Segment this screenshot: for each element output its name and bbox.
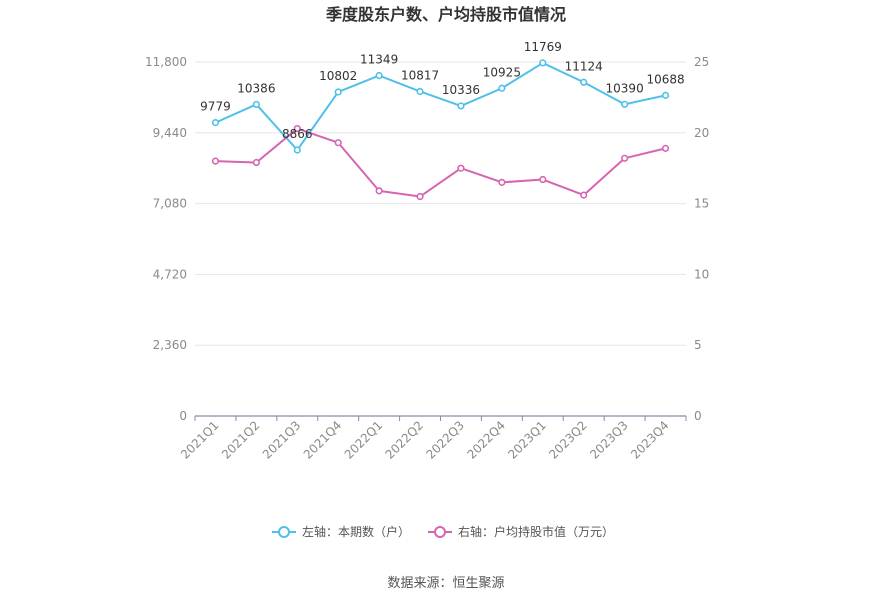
data-point[interactable] xyxy=(621,100,629,108)
x-tick-label: 2022Q1 xyxy=(342,418,386,462)
source-note: 数据来源：恒生聚源 xyxy=(387,576,504,591)
data-label: 11349 xyxy=(360,53,398,67)
legend-label: 右轴：户均持股市值（万元） xyxy=(458,524,614,539)
data-point[interactable] xyxy=(293,146,301,154)
left-tick-label: 11,800 xyxy=(145,55,187,69)
x-tick-label: 2022Q2 xyxy=(383,418,427,462)
x-tick-label: 2023Q2 xyxy=(546,418,590,462)
right-tick-label: 5 xyxy=(694,338,702,352)
x-tick-label: 2023Q3 xyxy=(587,418,631,462)
data-point[interactable] xyxy=(621,154,629,162)
x-tick-label: 2021Q1 xyxy=(178,418,222,462)
data-point[interactable] xyxy=(457,102,465,110)
right-tick-label: 0 xyxy=(694,409,702,423)
data-point[interactable] xyxy=(252,100,260,109)
data-point[interactable] xyxy=(334,139,342,147)
x-tick-label: 2022Q4 xyxy=(464,418,508,462)
data-point[interactable] xyxy=(416,87,424,96)
x-tick-label: 2022Q3 xyxy=(424,418,468,462)
x-tick-label: 2023Q4 xyxy=(628,418,672,462)
data-point[interactable] xyxy=(498,178,506,186)
series-line-left xyxy=(215,61,666,152)
x-tick-label: 2021Q3 xyxy=(260,418,304,462)
legend[interactable]: 左轴：本期数（户） 右轴：户均持股市值（万元） xyxy=(272,524,614,539)
right-tick-label: 15 xyxy=(694,197,709,211)
x-tick-label: 2023Q1 xyxy=(505,418,549,462)
data-label: 10336 xyxy=(442,83,480,97)
right-tick-label: 20 xyxy=(694,126,709,140)
data-point[interactable] xyxy=(580,78,588,86)
data-point[interactable] xyxy=(375,187,383,195)
right-tick-label: 25 xyxy=(694,55,709,69)
left-tick-label: 0 xyxy=(179,409,187,423)
data-label: 8866 xyxy=(282,127,313,141)
data-point[interactable] xyxy=(252,158,260,167)
left-tick-label: 2,360 xyxy=(153,338,187,352)
series-layer xyxy=(211,59,670,201)
left-tick-label: 9,440 xyxy=(153,126,187,140)
data-label: 10688 xyxy=(646,72,684,86)
legend-item[interactable]: 左轴：本期数（户） xyxy=(272,524,410,539)
data-point[interactable] xyxy=(334,88,342,96)
data-point[interactable] xyxy=(211,119,220,127)
legend-label: 左轴：本期数（户） xyxy=(302,524,410,539)
data-label: 11124 xyxy=(565,59,603,73)
data-point[interactable] xyxy=(661,91,670,99)
data-point[interactable] xyxy=(580,191,588,199)
data-label: 9779 xyxy=(200,100,231,114)
legend-marker xyxy=(434,526,446,538)
data-label: 10817 xyxy=(401,68,439,82)
data-point[interactable] xyxy=(539,59,547,67)
data-point[interactable] xyxy=(375,71,383,80)
data-point[interactable] xyxy=(293,124,301,133)
data-label: 11769 xyxy=(524,40,562,54)
x-tick-label: 2021Q2 xyxy=(219,418,263,462)
data-label: 10925 xyxy=(483,65,521,79)
data-point[interactable] xyxy=(539,175,547,184)
data-point[interactable] xyxy=(661,144,670,152)
left-tick-label: 4,720 xyxy=(153,267,187,281)
chart-title: 季度股东户数、户均持股市值情况 xyxy=(325,5,566,24)
left-tick-label: 7,080 xyxy=(153,197,187,211)
legend-marker xyxy=(278,526,290,538)
data-point[interactable] xyxy=(211,157,220,165)
data-labels: 9779103868866108021134910817103361092511… xyxy=(200,40,684,141)
data-label: 10386 xyxy=(237,81,275,95)
series-line-right xyxy=(215,127,666,198)
data-point[interactable] xyxy=(416,192,424,201)
legend-item[interactable]: 右轴：户均持股市值（万元） xyxy=(428,524,614,539)
x-tick-label: 2021Q4 xyxy=(301,418,345,462)
data-point[interactable] xyxy=(457,164,465,172)
data-point[interactable] xyxy=(498,84,506,92)
data-label: 10390 xyxy=(606,81,644,95)
right-tick-label: 10 xyxy=(694,267,709,281)
grid-lines xyxy=(195,61,686,346)
data-label: 10802 xyxy=(319,69,357,83)
